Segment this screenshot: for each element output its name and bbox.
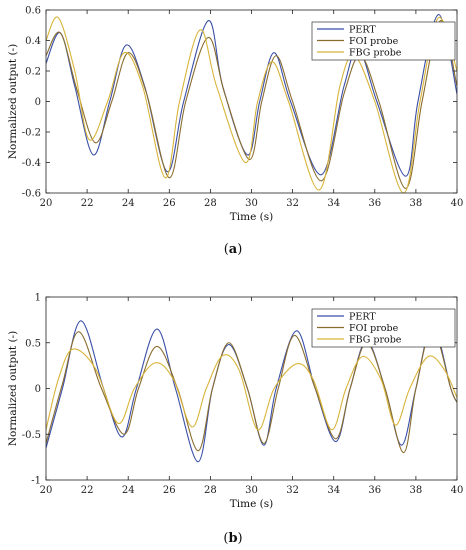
caption-a: (a) [223,242,243,257]
caption-b: (b) [223,531,243,546]
x-tick-label: 24 [122,485,135,496]
y-tick-label: 0.6 [25,6,41,17]
x-tick-label: 26 [163,485,176,496]
chart-a: 20 22 24 26 28 30 32 34 36 38 40 -0.6 -0.4 -0.2 0 0.2 0.… [7,6,463,224]
legend-entry: FBG probe [349,334,402,345]
x-tick-label: 20 [40,485,53,496]
legend-entry: FOI probe [349,36,399,47]
y-tick-label: 0.5 [25,338,41,349]
x-tick-label: 30 [245,485,258,496]
x-tick-label: 38 [410,485,423,496]
x-tick-label: 36 [368,198,381,209]
x-tick-label: 36 [368,485,381,496]
y-tick-label: 1 [35,293,41,304]
legend-entry: FBG probe [349,47,402,58]
y-tick-label: 0.2 [25,67,41,78]
x-tick-label: 28 [204,198,217,209]
y-tick-label: 0.4 [25,36,41,47]
legend-entry: PERT [349,24,376,35]
y-axis-label: Normalized output (-) [7,331,19,446]
x-tick-label: 22 [81,485,94,496]
series-line-pert [46,320,457,463]
x-tick-label: 26 [163,198,176,209]
y-tick-label: -0.2 [22,128,41,139]
x-tick-label: 40 [451,198,464,209]
x-tick-label: 22 [81,198,94,209]
x-tick-label: 34 [327,485,340,496]
legend-entry: FOI probe [349,323,399,334]
y-axis-label: Normalized output (-) [7,44,19,159]
y-tick-label: -0.6 [22,189,41,200]
x-tick-label: 24 [122,198,135,209]
x-tick-label: 40 [451,485,464,496]
x-tick-label: 38 [410,198,423,209]
y-tick-label: -0.5 [22,430,41,441]
chart-b: 20 22 24 26 28 30 32 34 36 38 40 -1 -0.5 0 0.5 1 Time (s… [7,293,463,511]
y-tick-label: -1 [31,476,41,487]
x-tick-label: 28 [204,485,217,496]
series-line-foi-probe [46,328,457,454]
series-line-foi-probe [46,20,457,189]
x-tick-label: 32 [286,198,299,209]
x-tick-label: 30 [245,198,258,209]
series-line-fbg-probe [46,348,457,431]
x-tick-label: 34 [327,198,340,209]
legend-entry: PERT [349,311,376,322]
series-line-pert [46,14,457,177]
x-axis-label: Time (s) [230,498,273,510]
x-axis-label: Time (s) [230,211,273,223]
x-tick-label: 20 [40,198,53,209]
y-tick-label: 0 [35,384,41,395]
y-tick-label: -0.4 [22,158,41,169]
series-line-fbg-probe [46,16,457,193]
x-tick-label: 32 [286,485,299,496]
y-tick-label: 0 [35,97,41,108]
